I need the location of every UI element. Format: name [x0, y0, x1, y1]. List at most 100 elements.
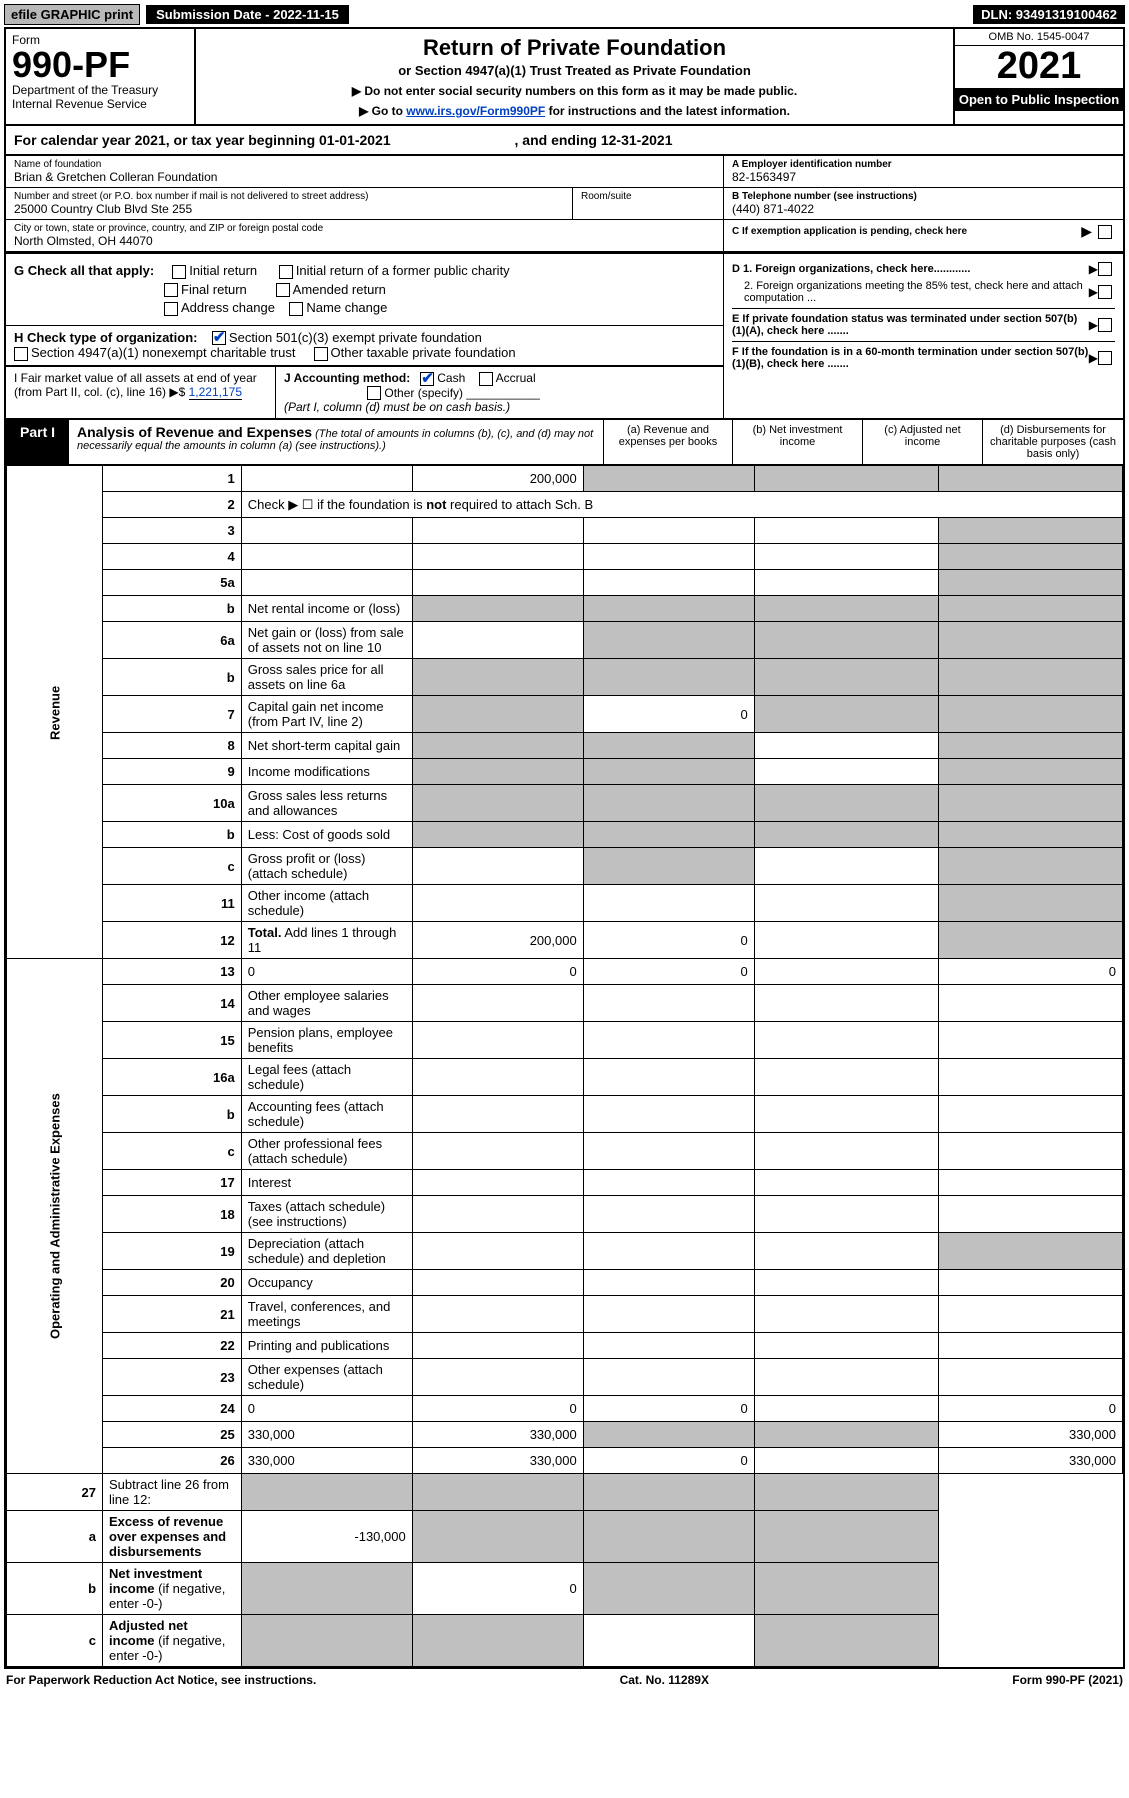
d1-checkbox[interactable]: [1098, 262, 1112, 276]
col-a: [412, 659, 583, 696]
table-row: bNet rental income or (loss): [7, 596, 1123, 622]
part1-title-cell: Analysis of Revenue and Expenses (The to…: [69, 420, 603, 464]
efile-print-button[interactable]: efile GRAPHIC print: [4, 4, 140, 25]
col-a: 0: [412, 959, 583, 985]
col-a: [412, 1359, 583, 1396]
city-label: City or town, state or province, country…: [14, 223, 715, 234]
col-a: 330,000: [412, 1448, 583, 1474]
name-change-checkbox[interactable]: [289, 302, 303, 316]
cash-checkbox[interactable]: [420, 372, 434, 386]
col-c: [754, 544, 938, 570]
def-section: D 1. Foreign organizations, check here..…: [723, 254, 1123, 418]
line-num: b: [7, 1563, 103, 1615]
initial-return-checkbox[interactable]: [172, 265, 186, 279]
ein-cell: A Employer identification number 82-1563…: [724, 156, 1123, 188]
irs-link[interactable]: www.irs.gov/Form990PF: [406, 104, 545, 118]
line-num: c: [7, 1615, 103, 1667]
col-c: [754, 1270, 938, 1296]
e-checkbox[interactable]: [1098, 318, 1112, 332]
col-c: [754, 1396, 938, 1422]
desc-cell: Other employee salaries and wages: [241, 985, 412, 1022]
col-d: [938, 759, 1122, 785]
col-a: [412, 596, 583, 622]
f-checkbox[interactable]: [1098, 351, 1112, 365]
line-num: a: [7, 1511, 103, 1563]
line-num: 13: [103, 959, 242, 985]
4947a1-checkbox[interactable]: [14, 347, 28, 361]
col-a: [412, 885, 583, 922]
table-row: Revenue1200,000: [7, 466, 1123, 492]
desc-cell: Printing and publications: [241, 1333, 412, 1359]
col-d: [754, 1615, 938, 1667]
city-cell: City or town, state or province, country…: [6, 220, 723, 251]
501c3-checkbox[interactable]: [212, 331, 226, 345]
former-charity-checkbox[interactable]: [279, 265, 293, 279]
col-c: [754, 1359, 938, 1396]
col-c: [754, 1233, 938, 1270]
line-num: 9: [103, 759, 242, 785]
col-d: [938, 785, 1122, 822]
table-row: bGross sales price for all assets on lin…: [7, 659, 1123, 696]
dept-treasury: Department of the Treasury: [12, 83, 188, 97]
col-c: [583, 1615, 754, 1667]
col-b: [412, 1474, 583, 1511]
col-b: [583, 1422, 754, 1448]
other-method-checkbox[interactable]: [367, 386, 381, 400]
col-d: 330,000: [938, 1448, 1122, 1474]
col-b: [583, 544, 754, 570]
d2-checkbox[interactable]: [1098, 285, 1112, 299]
desc-cell: Travel, conferences, and meetings: [241, 1296, 412, 1333]
accrual-checkbox[interactable]: [479, 372, 493, 386]
address-change-checkbox[interactable]: [164, 302, 178, 316]
col-a: [412, 1270, 583, 1296]
col-b: [583, 518, 754, 544]
g3-label: Address change: [181, 300, 275, 315]
col-d: 330,000: [938, 1422, 1122, 1448]
col-b: [583, 785, 754, 822]
table-row: cOther professional fees (attach schedul…: [7, 1133, 1123, 1170]
amended-return-checkbox[interactable]: [276, 283, 290, 297]
j3-label: Other (specify): [384, 386, 463, 400]
col-a: [412, 822, 583, 848]
col-a: [412, 785, 583, 822]
desc-cell: 0: [241, 1396, 412, 1422]
table-row: 23Other expenses (attach schedule): [7, 1359, 1123, 1396]
col-a: [412, 759, 583, 785]
table-row: Operating and Administrative Expenses130…: [7, 959, 1123, 985]
desc-cell: [241, 518, 412, 544]
col-d: [938, 822, 1122, 848]
col-c: [754, 1196, 938, 1233]
col-d: [938, 544, 1122, 570]
desc-cell: 0: [241, 959, 412, 985]
col-a: [412, 622, 583, 659]
j-note: (Part I, column (d) must be on cash basi…: [284, 400, 510, 414]
desc-cell: Net rental income or (loss): [241, 596, 412, 622]
col-d: [938, 1170, 1122, 1196]
part1-table: Revenue1200,0002Check ▶ ☐ if the foundat…: [6, 465, 1123, 1667]
cal-end: , and ending 12-31-2021: [515, 132, 673, 148]
ein-value: 82-1563497: [732, 170, 1115, 184]
col-d: [938, 1296, 1122, 1333]
other-taxable-checkbox[interactable]: [314, 347, 328, 361]
goto-post: for instructions and the latest informat…: [545, 104, 790, 118]
j-label: J Accounting method:: [284, 371, 410, 385]
desc-cell: Total. Add lines 1 through 11: [241, 922, 412, 959]
j2-label: Accrual: [496, 371, 536, 385]
desc-cell: 330,000: [241, 1448, 412, 1474]
col-d: [938, 596, 1122, 622]
c-checkbox[interactable]: [1098, 225, 1112, 239]
table-row: bLess: Cost of goods sold: [7, 822, 1123, 848]
form-990pf: Form 990-PF Department of the Treasury I…: [4, 27, 1125, 1669]
col-d: [938, 466, 1122, 492]
h2-label: Section 4947(a)(1) nonexempt charitable …: [31, 345, 295, 360]
desc-cell: Check ▶ ☐ if the foundation is not requi…: [241, 492, 1122, 518]
col-c: [754, 1096, 938, 1133]
form-number: 990-PF: [12, 47, 188, 83]
col-c: [754, 1022, 938, 1059]
table-row: 8Net short-term capital gain: [7, 733, 1123, 759]
h1-label: Section 501(c)(3) exempt private foundat…: [229, 330, 482, 345]
col-d: [938, 1096, 1122, 1133]
col-b: 0: [583, 959, 754, 985]
final-return-checkbox[interactable]: [164, 283, 178, 297]
line-num: 24: [103, 1396, 242, 1422]
